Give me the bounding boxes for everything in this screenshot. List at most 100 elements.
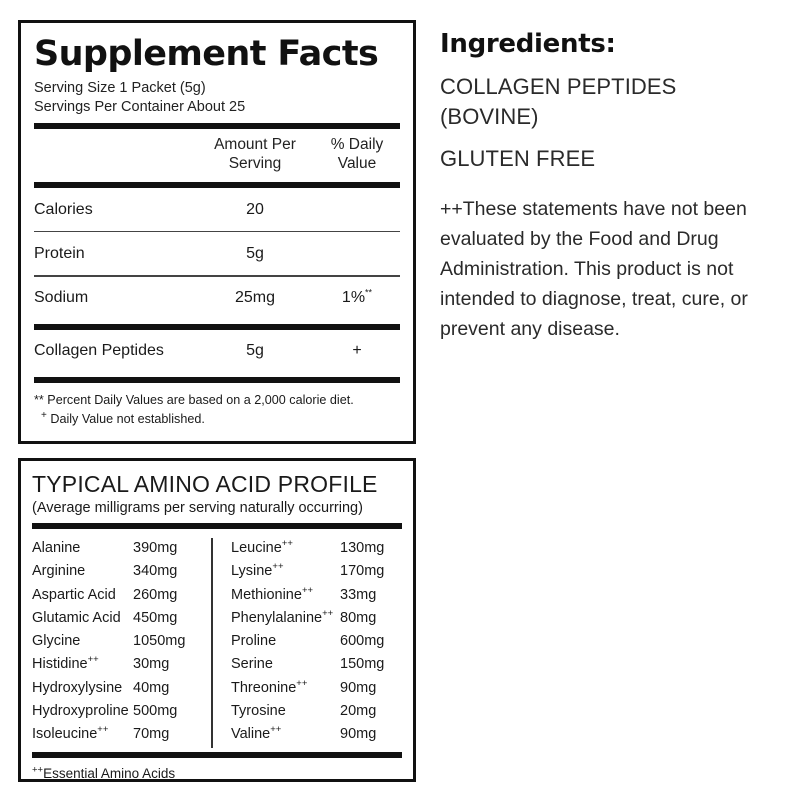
- amino-acid-value: 30mg: [133, 656, 170, 673]
- amino-acid-value: 340mg: [133, 563, 178, 580]
- amino-acid-value: 130mg: [340, 540, 385, 556]
- table-row: Calories 20: [34, 188, 400, 231]
- amino-acid-name: Lysine++: [231, 561, 284, 580]
- essential-marker: ++: [301, 584, 314, 596]
- amino-acid-name: Arginine: [32, 563, 86, 580]
- supplement-footnotes: ** Percent Daily Values are based on a 2…: [34, 383, 400, 429]
- amino-left-column: Alanine 390mg Arginine 340mg Aspartic Acid 26…: [32, 538, 211, 748]
- amino-acid-value: 90mg: [340, 726, 377, 743]
- amino-acid-row: Arginine 340mg: [32, 561, 203, 584]
- amino-acid-value: 90mg: [340, 679, 377, 696]
- amino-acid-value: 20mg: [340, 703, 377, 720]
- footnote-mark: +: [41, 409, 47, 421]
- divider-thick-amino-bottom: [32, 752, 402, 758]
- amino-acid-row: Threonine++ 90mg: [231, 678, 402, 701]
- amino-acid-row: Glycine 1050mg: [32, 631, 203, 654]
- amino-acid-name: Serine: [231, 656, 273, 673]
- amino-acid-value: 150mg: [340, 656, 385, 673]
- amino-acid-name: Glycine: [32, 633, 81, 650]
- amino-acid-value: 170mg: [340, 563, 385, 580]
- amino-acid-value: 500mg: [133, 703, 178, 720]
- nutrient-amount: 25mg: [234, 289, 276, 307]
- column-header-dv-line1: % Daily: [330, 136, 384, 153]
- amino-acid-value: 260mg: [133, 586, 178, 603]
- essential-marker: ++: [281, 538, 293, 550]
- supplement-facts-panel: Supplement Facts Serving Size 1 Packet (…: [18, 20, 416, 444]
- table-row: Collagen Peptides 5g +: [34, 330, 400, 373]
- divider-thick-amino-top: [32, 523, 402, 529]
- amino-acid-row: Phenylalanine++ 80mg: [231, 608, 402, 631]
- essential-footnote-text: Essential Amino Acids: [43, 766, 176, 781]
- amino-acid-columns: Alanine 390mg Arginine 340mg Aspartic Acid 26…: [32, 529, 402, 748]
- nutrient-amount: 5g: [246, 244, 264, 262]
- divider-thin: [34, 231, 400, 233]
- footnote-text: Percent Daily Values are based on a 2,00…: [43, 392, 354, 407]
- daily-value-footnote-mark: **: [365, 287, 373, 298]
- essential-marker: ++: [296, 677, 308, 689]
- amino-acid-name: Glutamic Acid: [32, 609, 121, 626]
- fda-disclaimer: ++These statements have not been evaluat…: [440, 198, 748, 340]
- amino-acid-name: Aspartic Acid: [32, 586, 116, 603]
- amino-acid-row: Glutamic Acid 450mg: [32, 608, 203, 631]
- amino-acid-value: 600mg: [340, 633, 385, 650]
- amino-acid-row: Tyrosine 20mg: [231, 701, 402, 724]
- nutrient-name: Protein: [34, 244, 85, 262]
- ingredients-title: Ingredients:: [440, 29, 616, 59]
- nutrient-amount: 20: [246, 200, 264, 218]
- amino-acid-name: Histidine++: [32, 654, 99, 673]
- ingredient-line: (BOVINE): [440, 104, 539, 129]
- amino-acid-name: Alanine: [32, 540, 81, 556]
- column-header-dv-line2: Value: [337, 155, 377, 172]
- supplement-facts-title: Supplement Facts: [34, 34, 379, 74]
- amino-acid-row: Histidine++ 30mg: [32, 654, 203, 677]
- amino-acid-row: Serine 150mg: [231, 654, 402, 677]
- divider-thick-header: [34, 182, 400, 188]
- amino-acid-value: 1050mg: [133, 633, 186, 650]
- amino-acid-name: Methionine++: [231, 584, 314, 603]
- table-column-headers: Amount Per Serving % Daily Value: [34, 129, 400, 178]
- amino-acid-row: Lysine++ 170mg: [231, 561, 402, 584]
- amino-acid-value: 450mg: [133, 609, 178, 626]
- daily-value-number: 1%: [341, 289, 366, 307]
- column-header-daily-value: % Daily Value: [314, 135, 400, 173]
- essential-marker: ++: [270, 724, 282, 736]
- amino-acid-name: Leucine++: [231, 538, 293, 556]
- column-header-amount-line2: Serving: [228, 155, 282, 172]
- nutrient-name: Sodium: [34, 289, 89, 307]
- ingredient-line: COLLAGEN PEPTIDES: [440, 74, 677, 99]
- column-header-amount: Amount Per Serving: [196, 135, 314, 173]
- amino-acid-name: Hydroxylysine: [32, 679, 123, 696]
- amino-acid-value: 80mg: [340, 609, 377, 626]
- amino-acid-name: Hydroxyproline: [32, 703, 129, 720]
- amino-acid-name: Threonine++: [231, 677, 308, 696]
- amino-acid-name: Proline: [231, 633, 277, 650]
- table-row: Sodium 25mg 1%**: [34, 277, 400, 320]
- amino-acid-value: 390mg: [133, 540, 178, 556]
- amino-acid-row: Aspartic Acid 260mg: [32, 585, 203, 608]
- amino-profile-title: TYPICAL AMINO ACID PROFILE: [32, 471, 378, 497]
- serving-size-text: Serving Size 1 Packet (5g): [34, 80, 206, 96]
- amino-right-column: Leucine++ 130mg Lysine++ 170mg Methionine++ 3…: [211, 538, 402, 748]
- essential-marker: ++: [32, 764, 44, 776]
- divider-thick-mid: [34, 323, 400, 330]
- amino-acid-name: Isoleucine++: [32, 724, 109, 743]
- amino-acid-value: 40mg: [133, 679, 170, 696]
- gluten-free-label: GLUTEN FREE: [440, 146, 596, 171]
- amino-acid-name: Phenylalanine++: [231, 608, 334, 626]
- nutrient-daily-value: 1%**: [314, 287, 400, 307]
- nutrient-name: Calories: [34, 200, 93, 218]
- divider-thick-bottom: [34, 376, 400, 383]
- spacer: [440, 132, 780, 144]
- amino-acid-profile-panel: TYPICAL AMINO ACID PROFILE (Average mill…: [18, 458, 416, 782]
- amino-acid-row: Methionine++ 33mg: [231, 585, 402, 608]
- amino-acid-row: Proline 600mg: [231, 631, 402, 654]
- servings-per-container-text: Servings Per Container About 25: [34, 98, 246, 115]
- essential-amino-footnote: ++Essential Amino Acids: [32, 758, 402, 784]
- column-header-amount-line1: Amount Per: [214, 136, 296, 153]
- nutrient-daily-value: +: [352, 342, 362, 360]
- divider-thick-top: [34, 123, 400, 129]
- nutrient-amount: 5g: [246, 342, 264, 360]
- amino-profile-subtitle: (Average milligrams per serving naturall…: [32, 500, 363, 516]
- essential-marker: ++: [272, 561, 284, 573]
- amino-acid-name: Valine++: [231, 724, 282, 743]
